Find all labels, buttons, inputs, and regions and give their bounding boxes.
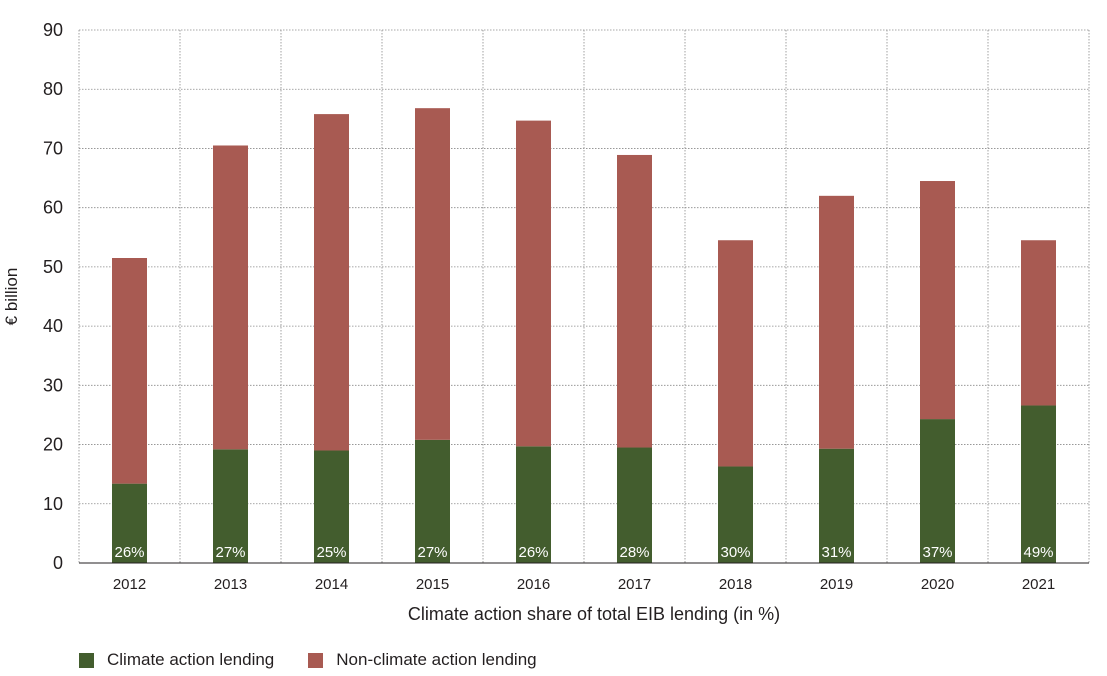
x-tick-label-2014: 2014 — [315, 576, 348, 593]
data-label-2016: 26% — [518, 544, 548, 561]
bar-climate-2015 — [415, 439, 450, 563]
x-tick-label-2012: 2012 — [113, 576, 146, 593]
data-label-2021: 49% — [1023, 544, 1053, 561]
y-tick-label-30: 30 — [43, 375, 63, 395]
legend-swatch-non-climate — [308, 652, 324, 668]
data-label-2012: 26% — [114, 544, 144, 561]
data-label-2014: 25% — [316, 544, 346, 561]
x-tick-label-2021: 2021 — [1022, 576, 1055, 593]
legend-label-climate: Climate action lending — [107, 650, 275, 669]
x-tick-label-2016: 2016 — [517, 576, 550, 593]
legend: Climate action lending Non-climate actio… — [79, 650, 537, 670]
data-label-2017: 28% — [619, 544, 649, 561]
bar-non-climate-2021 — [1021, 240, 1056, 406]
bar-climate-2016 — [516, 446, 551, 563]
bar-layer — [112, 108, 1056, 563]
x-tick-label-2013: 2013 — [214, 576, 247, 593]
legend-item-climate: Climate action lending — [79, 650, 274, 670]
bar-climate-2014 — [314, 450, 349, 563]
y-axis-label: € billion — [2, 268, 21, 326]
bar-climate-2021 — [1021, 405, 1056, 563]
legend-swatch-climate — [79, 652, 94, 668]
bar-non-climate-2015 — [415, 108, 450, 440]
y-tick-label-40: 40 — [43, 316, 63, 336]
bar-non-climate-2019 — [819, 195, 854, 449]
bar-non-climate-2012 — [112, 258, 147, 484]
x-tick-label-2018: 2018 — [719, 576, 752, 593]
y-tick-label-80: 80 — [43, 79, 63, 99]
bar-non-climate-2014 — [314, 114, 349, 451]
data-label-2019: 31% — [821, 544, 851, 561]
y-tick-label-70: 70 — [43, 138, 63, 158]
bar-climate-2013 — [213, 449, 248, 563]
bar-non-climate-2020 — [920, 181, 955, 420]
x-tick-label-2020: 2020 — [921, 576, 954, 593]
x-axis-label: Climate action share of total EIB lendin… — [408, 604, 780, 624]
y-tick-label-20: 20 — [43, 435, 63, 455]
data-label-2015: 27% — [417, 544, 447, 561]
bar-climate-2012 — [112, 483, 147, 563]
bar-climate-2017 — [617, 447, 652, 563]
y-tick-label-50: 50 — [43, 257, 63, 277]
x-tick-label-2015: 2015 — [416, 576, 449, 593]
y-tick-label-10: 10 — [43, 494, 63, 514]
y-tick-label-90: 90 — [43, 20, 63, 40]
legend-item-non-climate: Non-climate action lending — [308, 650, 537, 670]
bar-climate-2019 — [819, 448, 854, 563]
bar-non-climate-2016 — [516, 120, 551, 447]
y-tick-label-0: 0 — [53, 553, 63, 573]
label-layer: 26% 2012 27% 2013 25% 2014 27% 2015 26% 2016 28% 20… — [2, 20, 1055, 624]
x-tick-label-2017: 2017 — [618, 576, 651, 593]
data-label-2013: 27% — [215, 544, 245, 561]
x-tick-label-2019: 2019 — [820, 576, 853, 593]
data-label-2018: 30% — [720, 544, 750, 561]
data-label-2020: 37% — [922, 544, 952, 561]
bar-climate-2020 — [920, 419, 955, 563]
bar-non-climate-2018 — [718, 240, 753, 467]
y-tick-label-60: 60 — [43, 198, 63, 218]
bar-non-climate-2017 — [617, 154, 652, 448]
bar-climate-2018 — [718, 466, 753, 563]
legend-label-non-climate: Non-climate action lending — [336, 650, 537, 669]
bar-non-climate-2013 — [213, 145, 248, 450]
